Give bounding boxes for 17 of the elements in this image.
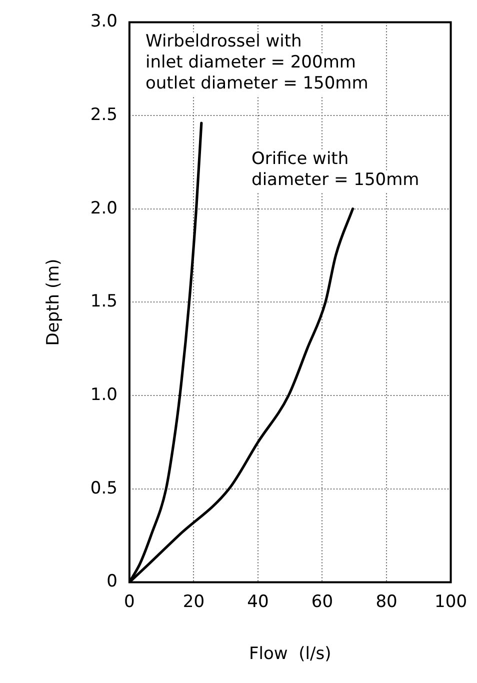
x-axis-title: Flow (l/s) <box>249 644 332 664</box>
x-tick-label: 100 <box>434 592 468 612</box>
y-tick-label: 2.5 <box>90 104 118 125</box>
annotation: Wirbeldrossel with inlet diameter = 200mm outlet diameter = 150mm <box>146 31 368 94</box>
y-axis-title: Depth (m) <box>44 258 64 346</box>
x-tick-label: 40 <box>247 592 269 612</box>
y-tick-label: 3.0 <box>90 12 118 32</box>
y-tick-label: 1.5 <box>90 292 118 312</box>
x-tick-label: 20 <box>182 592 205 612</box>
y-tick-label: 1.0 <box>90 384 118 405</box>
x-tick-label: 80 <box>376 592 398 612</box>
annotation: Orifice with diameter = 150mm <box>252 148 420 190</box>
x-tick-label: 60 <box>311 592 334 612</box>
y-tick-label: 2.0 <box>90 198 118 218</box>
y-tick-label: 0.5 <box>90 478 118 498</box>
y-tick-label: 0 <box>106 572 118 592</box>
x-tick-label: 0 <box>124 592 135 612</box>
